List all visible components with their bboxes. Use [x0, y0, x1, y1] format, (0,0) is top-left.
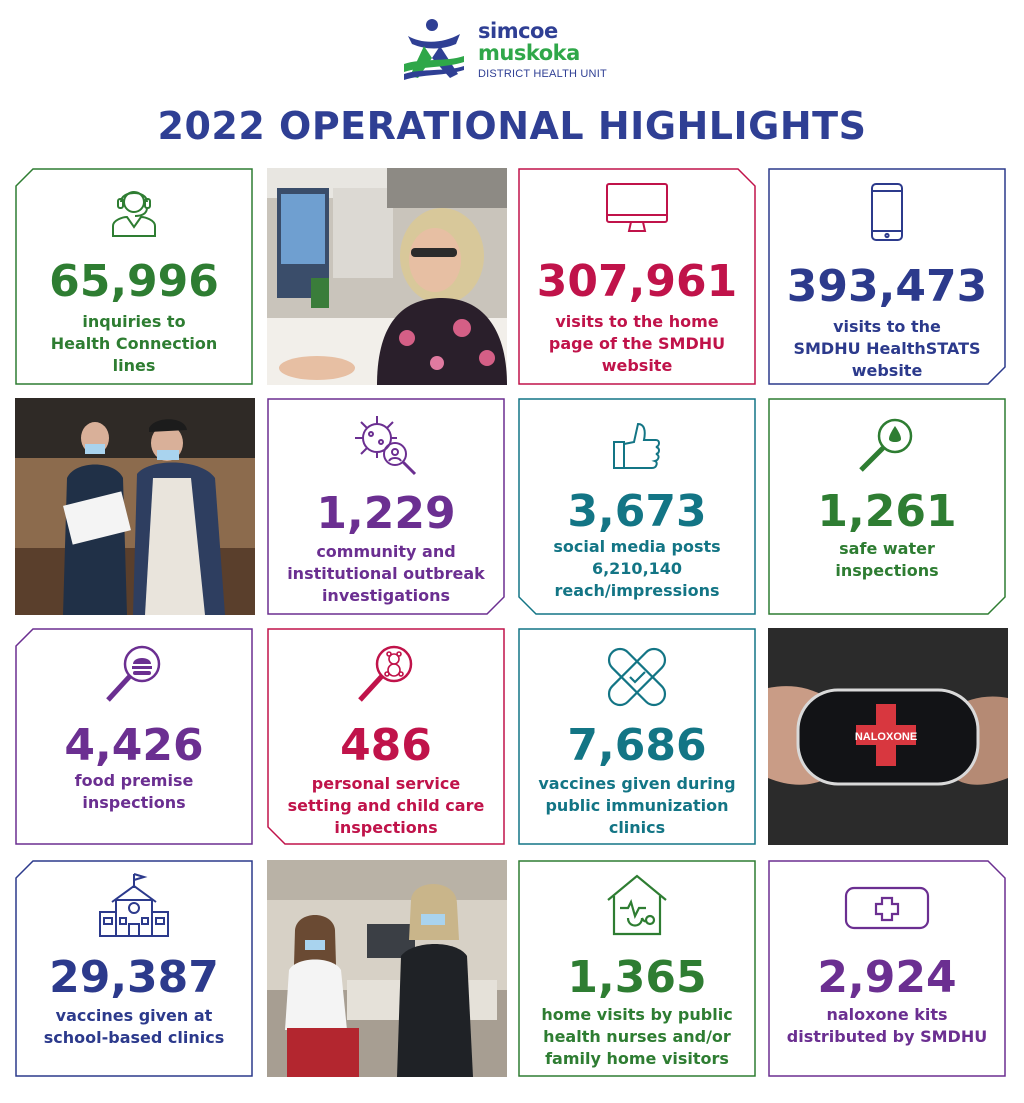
stat-description-line: visits to the home	[555, 312, 719, 331]
house-stethoscope-icon	[607, 874, 667, 936]
card-healthstats: 393,473 visits to the SMDHU HealthSTATS …	[768, 168, 1006, 385]
stat-description-line: personal service	[311, 774, 461, 793]
stat-number: 1,261	[817, 486, 957, 537]
card-social-media: 3,673 social media posts 6,210,140 reach…	[518, 398, 756, 615]
card-website-home: 307,961 visits to the home page of the S…	[518, 168, 756, 385]
burger-magnifier-icon	[106, 645, 161, 702]
monitor-icon	[606, 183, 668, 232]
stat-description-line: family home visitors	[545, 1049, 729, 1068]
stat-description-line: SMDHU HealthSTATS	[793, 339, 981, 358]
stat-description-line: inquiries to	[82, 312, 186, 331]
stat-number: 1,365	[567, 952, 707, 1003]
stat-description-line: home visits by public	[541, 1005, 733, 1024]
card-home-visits: 1,365 home visits by public health nurse…	[518, 860, 756, 1077]
stat-description-line: inspections	[334, 818, 438, 837]
logo-line-simcoe: simcoe	[478, 19, 558, 43]
stat-description-line: clinics	[608, 818, 666, 837]
stat-description-line: inspections	[82, 793, 186, 812]
stat-number: 7,686	[567, 720, 707, 771]
logo-line-muskoka: muskoka	[478, 41, 580, 65]
water-drop-magnifier-icon	[859, 418, 913, 472]
stat-description-line: inspections	[835, 561, 939, 580]
stat-description-line: food premise	[74, 771, 194, 790]
stat-description-line: website	[851, 361, 923, 380]
card-outbreak: 1,229 community and institutional outbre…	[267, 398, 505, 615]
stat-number: 2,924	[817, 952, 957, 1003]
school-icon	[99, 873, 169, 937]
stat-description-line: page of the SMDHU	[548, 334, 726, 353]
card-naloxone: 2,924 naloxone kits distributed by SMDHU	[768, 860, 1006, 1077]
card-health-connection: 65,996 inquiries to Health Connection li…	[15, 168, 253, 385]
stat-description-line: vaccines given at	[55, 1006, 213, 1025]
naloxone-kit-label: NALOXONE	[855, 731, 917, 743]
stat-description-line: distributed by SMDHU	[786, 1027, 988, 1046]
stat-number: 65,996	[49, 256, 219, 307]
card-food-premise: 4,426 food premise inspections	[15, 628, 253, 845]
stat-number: 3,673	[567, 486, 707, 537]
stat-description-line: safe water	[839, 539, 935, 558]
stat-description-line: reach/impressions	[554, 581, 720, 600]
logo-line-district: DISTRICT HEALTH UNIT	[478, 68, 607, 80]
stat-description-line: Health Connection	[50, 334, 218, 353]
card-school-clinics: 29,387 vaccines given at school-based cl…	[15, 860, 253, 1077]
stat-description-line: public immunization	[545, 796, 729, 815]
stat-description-line: naloxone kits	[826, 1005, 948, 1024]
stat-number: 393,473	[786, 261, 988, 312]
stat-description-line: health nurses and/or	[543, 1027, 731, 1046]
stat-description-line: investigations	[321, 586, 451, 605]
stat-number: 1,229	[316, 488, 456, 539]
card-personal-service: 486 personal service setting and child c…	[267, 628, 505, 845]
stat-description-line: website	[601, 356, 673, 375]
stat-description-line: social media posts	[553, 537, 721, 556]
card-public-immunization: 7,686 vaccines given during public immun…	[518, 628, 756, 845]
logo-mark-icon	[404, 19, 464, 80]
teddy-bear-magnifier-icon	[358, 645, 413, 702]
card-safe-water: 1,261 safe water inspections	[768, 398, 1006, 615]
photo-call-centre-agent	[267, 168, 507, 385]
page-title: 2022 OPERATIONAL HIGHLIGHTS	[157, 104, 867, 148]
stat-description-line: setting and child care	[287, 796, 485, 815]
stat-number: 4,426	[64, 720, 204, 771]
bandage-icon	[607, 647, 667, 707]
stat-description-line: 6,210,140	[591, 559, 683, 578]
stat-number: 486	[340, 720, 432, 771]
smartphone-icon	[871, 183, 903, 241]
stat-number: 307,961	[536, 256, 738, 307]
stat-number: 29,387	[49, 952, 219, 1003]
stat-description-line: visits to the	[833, 317, 941, 336]
stat-description-line: institutional outbreak	[287, 564, 485, 583]
headset-agent-icon	[112, 191, 156, 237]
stat-description-line: lines	[112, 356, 156, 375]
stat-description-line: school-based clinics	[43, 1028, 225, 1047]
stat-description-line: community and	[316, 542, 456, 561]
organization-logo: simcoe muskoka DISTRICT HEALTH UNIT	[402, 18, 622, 88]
photo-school-vaccination	[267, 860, 507, 1077]
thumbs-up-icon	[613, 422, 660, 469]
photo-naloxone-kit: NALOXONE	[768, 628, 1008, 845]
stat-description-line: vaccines given during	[538, 774, 736, 793]
first-aid-kit-icon	[844, 886, 930, 930]
photo-restaurant-inspection	[15, 398, 255, 615]
virus-magnifier-icon	[355, 416, 417, 476]
